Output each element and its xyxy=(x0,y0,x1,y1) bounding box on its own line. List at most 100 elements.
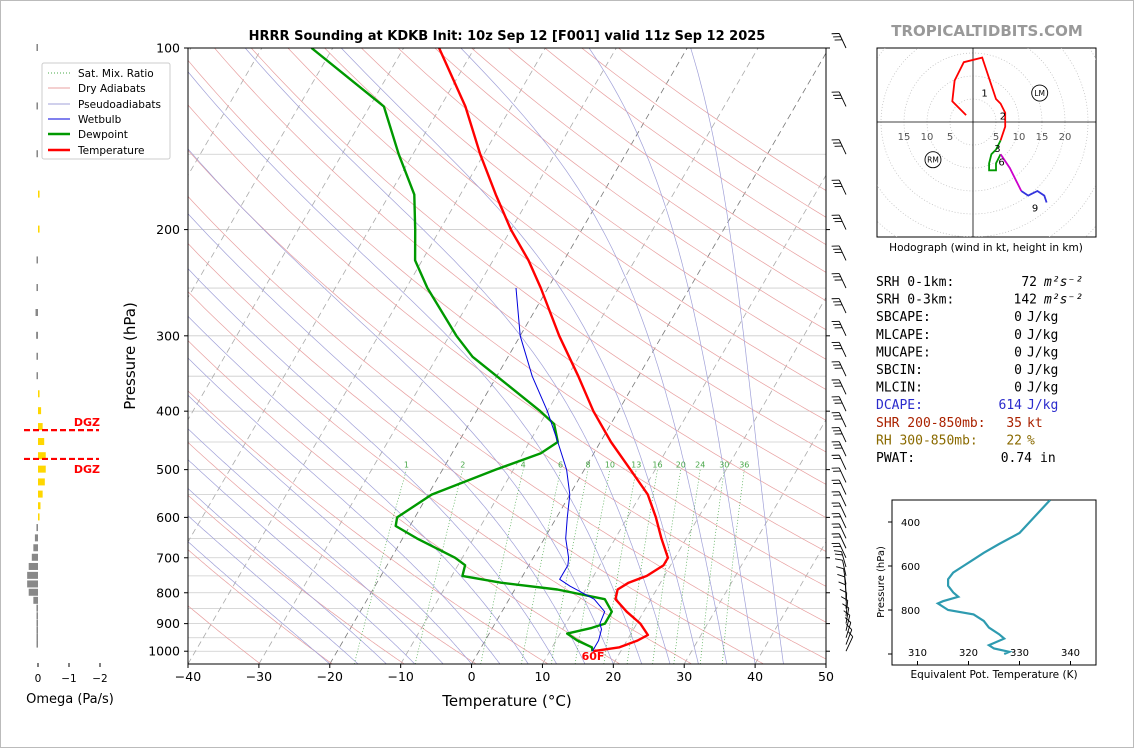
hodograph-ring-label: 5 xyxy=(993,132,999,143)
wind-barb-feather xyxy=(836,566,844,570)
pseudoadiabat-line xyxy=(188,213,586,664)
dry-adiabat-line xyxy=(188,195,826,660)
theta-y-tick-label: 600 xyxy=(901,562,920,573)
stat-unit: m²s⁻² xyxy=(1043,275,1083,290)
dry-adiabat-line xyxy=(324,48,826,421)
wind-barb-staff xyxy=(845,600,849,617)
mixing-ratio-line xyxy=(603,469,637,664)
wind-barb xyxy=(831,91,847,107)
hodograph-height-label: 3 xyxy=(994,144,1000,155)
wind-barb-feather xyxy=(843,610,851,616)
legend-entry: Wetbulb xyxy=(78,114,122,126)
x-tick-label: −20 xyxy=(317,669,343,684)
wind-barb-feather xyxy=(833,276,841,278)
wind-barb xyxy=(831,412,847,428)
wind-barb xyxy=(831,467,847,483)
wind-barb-feather xyxy=(833,36,841,38)
wind-barb-feather xyxy=(831,245,840,247)
theta-e-xlabel: Equivalent Pot. Temperature (K) xyxy=(910,669,1077,681)
stat-label: PWAT: xyxy=(876,451,915,466)
dry-adiabat-line xyxy=(214,48,826,518)
omega-bar xyxy=(36,640,38,648)
stat-unit: J/kg xyxy=(1027,310,1058,325)
pseudoadiabat-line xyxy=(188,541,331,664)
wind-barb xyxy=(833,550,847,568)
storm-motion-marker xyxy=(924,151,942,169)
omega-bar xyxy=(38,513,40,521)
wind-barb-feather xyxy=(834,558,843,561)
wind-barb-feather xyxy=(831,427,840,429)
storm-motion-label: LM xyxy=(1034,89,1045,98)
omega-bar xyxy=(36,44,38,51)
wind-barb-staff xyxy=(838,427,847,443)
wind-barb xyxy=(844,617,852,638)
dry-adiabat-line xyxy=(250,48,826,485)
wind-barb-staff xyxy=(838,491,847,507)
profile-temperature xyxy=(438,48,670,653)
pseudoadiabat-line xyxy=(188,488,387,664)
omega-bar xyxy=(31,553,38,561)
skewt-profiles xyxy=(310,48,670,653)
wind-barb-staff xyxy=(838,441,847,457)
wind-barb-feather xyxy=(834,367,843,369)
theta-y-tick-label: 800 xyxy=(901,606,920,617)
wind-barb-staff xyxy=(838,513,847,529)
omega-bar xyxy=(36,102,38,110)
wind-barb-feather xyxy=(833,382,841,384)
skewt-xlabel: Temperature (°C) xyxy=(441,692,571,710)
pseudoadiabat-line xyxy=(188,71,643,664)
y-tick-label: 300 xyxy=(156,328,180,343)
wind-barb-staff xyxy=(838,533,847,549)
omega-panel: 0 −1 −2 xyxy=(24,44,108,685)
hodograph-ring-label: 20 xyxy=(1059,132,1072,143)
wind-barb-feather xyxy=(833,457,841,459)
x-tick-label: 30 xyxy=(676,669,692,684)
omega-bar xyxy=(36,619,38,627)
theta-e-ylabel: Pressure (hPa) xyxy=(876,546,887,618)
stat-value: 0 xyxy=(1014,363,1022,378)
wind-barb-feather xyxy=(831,214,840,216)
wind-barb-feather xyxy=(833,545,841,548)
y-tick-label: 500 xyxy=(156,462,180,477)
omega-bar xyxy=(36,626,38,634)
wind-barb-feather xyxy=(834,251,843,253)
wind-barb-staff xyxy=(838,543,847,558)
wind-barb-feather xyxy=(833,182,841,184)
omega-bar xyxy=(38,407,42,415)
theta-e-panel: 310 320 330 340 400 600 800 xyxy=(888,500,1080,665)
dry-adiabat-line xyxy=(434,48,826,331)
y-tick-label: 100 xyxy=(156,41,180,56)
x-tick-label: −30 xyxy=(246,669,272,684)
dgz-label-top: DGZ xyxy=(74,416,100,429)
stat-value: 22 xyxy=(1006,433,1022,448)
dry-adiabat-line xyxy=(188,243,764,664)
skewt-background-lines: 1 2 4 6 8 10 13 16 20 24 30 36 xyxy=(188,48,826,664)
wind-barb-feather xyxy=(833,516,841,518)
pseudoadiabat-line xyxy=(188,315,529,664)
theta-e-line xyxy=(935,500,1051,656)
wind-barb-staff xyxy=(842,560,847,576)
wind-barb-staff xyxy=(838,454,847,470)
pseudoadiabat-line xyxy=(188,394,472,664)
wind-barb-staff xyxy=(838,502,847,518)
wind-barb-feather xyxy=(831,454,840,456)
isotherm-line xyxy=(188,48,546,664)
pseudoadiabat-line xyxy=(188,268,557,664)
omega-bar xyxy=(36,633,38,641)
wind-barb xyxy=(831,361,847,377)
wind-barb xyxy=(831,214,847,230)
mixing-ratio-line xyxy=(673,469,701,664)
stat-label: MLCAPE: xyxy=(876,328,931,343)
legend: Sat. Mix. Ratio Dry Adiabats Pseudoadiab… xyxy=(41,62,171,160)
wind-barb-staff xyxy=(845,622,852,638)
omega-bar xyxy=(36,372,38,380)
mixing-ratio-line xyxy=(699,469,725,664)
wind-barb-feather xyxy=(834,304,843,306)
dry-adiabat-line xyxy=(188,340,621,664)
legend-entry: Sat. Mix. Ratio xyxy=(78,68,154,80)
legend-entry: Temperature xyxy=(77,145,145,157)
hodograph-trace xyxy=(1020,189,1048,203)
wind-barb-feather xyxy=(833,364,841,366)
wind-barb-feather xyxy=(834,433,843,435)
